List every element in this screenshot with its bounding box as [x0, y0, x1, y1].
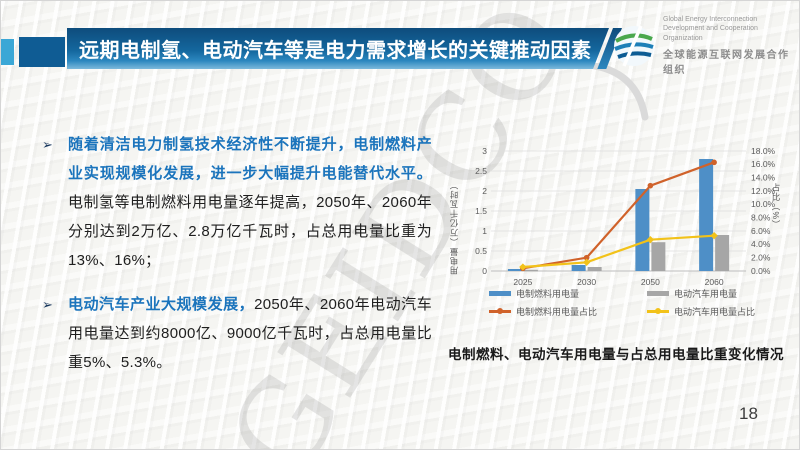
svg-text:3: 3 — [482, 146, 487, 156]
svg-text:12.0%: 12.0% — [751, 186, 776, 196]
legend-item-fuel-consumption: 电制燃料用电量 — [489, 287, 647, 300]
svg-text:6.0%: 6.0% — [751, 226, 771, 236]
svg-text:2050: 2050 — [641, 277, 660, 287]
chart-left-axis-label: 用电量（万亿千瓦时） — [449, 180, 459, 275]
slide-title: 远期电制氢、电动汽车等是电力需求增长的关键推动因素 — [79, 40, 592, 62]
org-name-english-line2: Development and Cooperation Organization — [663, 25, 758, 42]
bullet-1-emphasis-text: 随着清洁电力制氢技术经济性不断提升，电制燃料产业实现规模化发展，进一步大幅提升电… — [68, 136, 432, 182]
svg-text:0: 0 — [482, 266, 487, 276]
bullet-2-body-text: 2050年、2060年电动汽车用电量达到约8000亿、9000亿千瓦时，占总用电… — [68, 295, 432, 371]
svg-text:2.5: 2.5 — [475, 166, 487, 176]
title-banner: 远期电制氢、电动汽车等是电力需求增长的关键推动因素 — [67, 28, 609, 69]
svg-text:0.0%: 0.0% — [751, 266, 771, 276]
svg-text:14.0%: 14.0% — [751, 172, 776, 182]
svg-text:0.5: 0.5 — [475, 246, 487, 256]
svg-text:2: 2 — [482, 186, 487, 196]
legend-label: 电动汽车用电量 — [674, 289, 738, 299]
page-number: 18 — [739, 404, 758, 423]
title-decor-square-dark — [19, 37, 65, 67]
legend-swatch-blue-bar — [489, 291, 511, 296]
svg-text:16.0%: 16.0% — [751, 159, 776, 169]
geidco-logo: Global Energy Interconnection Developmen… — [611, 15, 799, 76]
arrow-bullet-icon: ➢ — [42, 296, 54, 312]
legend-swatch-gray-bar — [647, 291, 669, 296]
bullet-item-ev: ➢ 电动汽车产业大规模发展，2050年、2060年电动汽车用电量达到约8000亿、… — [40, 291, 432, 378]
org-name-chinese: 全球能源互联网发展合作组织 — [663, 50, 790, 77]
logo-text: Global Energy Interconnection Developmen… — [663, 15, 799, 76]
svg-text:2025: 2025 — [513, 277, 532, 287]
bullet-item-hydrogen: ➢ 随着清洁电力制氢技术经济性不断提升，电制燃料产业实现规模化发展，进一步大幅提升… — [40, 131, 432, 276]
arrow-bullet-icon: ➢ — [42, 137, 54, 152]
title-decor-square-light — [1, 39, 14, 65]
chart-right-axis-label: 占比（%） — [771, 183, 781, 230]
svg-text:8.0%: 8.0% — [751, 212, 771, 222]
legend-item-fuel-share: 电制燃料用电量占比 — [489, 305, 647, 318]
bullet-1-body-text: 电制氢等电制燃料用电量逐年提高，2050年、2060年分别达到2万亿、2.8万亿… — [68, 193, 432, 269]
svg-text:1.5: 1.5 — [475, 206, 487, 216]
svg-text:1: 1 — [482, 226, 487, 236]
globe-icon — [614, 24, 654, 67]
legend-label: 电制燃料用电量 — [516, 289, 580, 299]
svg-text:2030: 2030 — [577, 277, 596, 287]
chart-legend: 电制燃料用电量 电动汽车用电量 电制燃料用电量占比 电动汽车用电量占比 — [489, 287, 789, 318]
chart-caption: 电制燃料、电动汽车用电量与占总用电量比重变化情况 — [448, 347, 784, 362]
legend-label: 电制燃料用电量占比 — [516, 307, 598, 317]
legend-label: 电动汽车用电量占比 — [674, 307, 756, 317]
svg-text:18.0%: 18.0% — [751, 146, 776, 156]
svg-text:2060: 2060 — [705, 277, 724, 287]
svg-text:2.0%: 2.0% — [751, 252, 771, 262]
bullet-2-emphasis-text: 电动汽车产业大规模发展， — [68, 295, 255, 313]
org-name-english-line1: Global Energy Interconnection — [663, 16, 758, 23]
legend-swatch-orange-line — [489, 308, 511, 315]
svg-text:4.0%: 4.0% — [751, 239, 771, 249]
combo-chart: 0 0.5 1 1.5 2 2.5 3 0.0% 2.0% 4.0% 6.0% 8.0% 10.0% 12… — [475, 146, 776, 287]
svg-text:10.0%: 10.0% — [751, 199, 776, 209]
bullet-list: ➢ 随着清洁电力制氢技术经济性不断提升，电制燃料产业实现规模化发展，进一步大幅提升… — [40, 131, 432, 393]
legend-item-ev-consumption: 电动汽车用电量 — [647, 287, 789, 300]
legend-swatch-yellow-line — [647, 308, 669, 315]
legend-item-ev-share: 电动汽车用电量占比 — [647, 305, 789, 318]
